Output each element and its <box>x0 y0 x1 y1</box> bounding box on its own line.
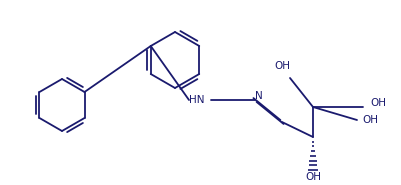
Text: OH: OH <box>370 98 386 108</box>
Text: HN: HN <box>189 95 205 105</box>
Text: OH: OH <box>362 115 378 125</box>
Text: OH: OH <box>274 61 290 71</box>
Text: N: N <box>255 91 263 101</box>
Text: OH: OH <box>305 172 321 182</box>
